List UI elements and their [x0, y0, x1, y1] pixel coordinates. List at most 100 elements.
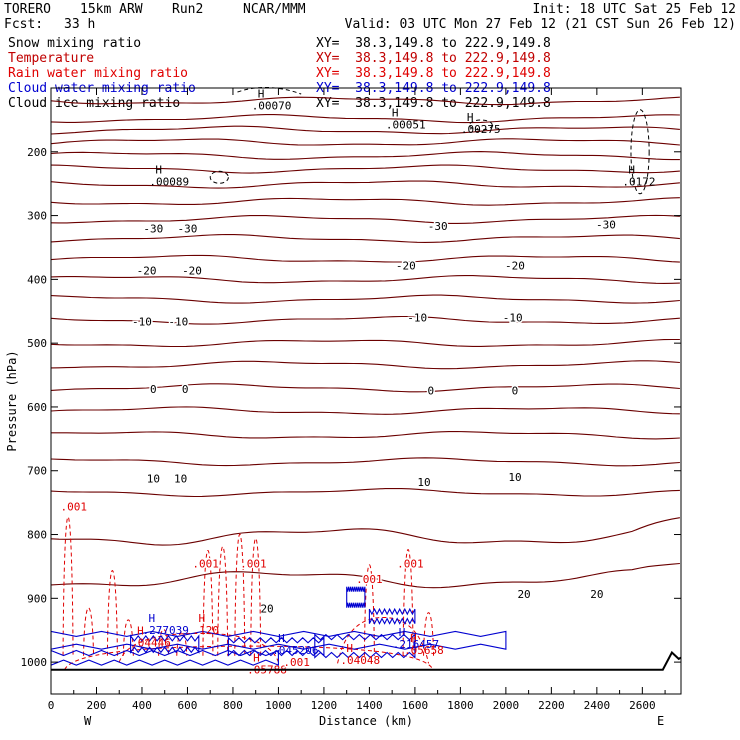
- cloud-water-high-value: .045206: [272, 644, 318, 657]
- model-name: TORERO: [4, 2, 51, 17]
- isotherm-line: [51, 233, 680, 243]
- rain-high-marker: H: [137, 625, 144, 638]
- rain-contour: [402, 549, 414, 656]
- forecast-label: Fcst:: [4, 17, 44, 32]
- isotherm-label: 0: [182, 383, 189, 396]
- rain-high-value: .05658: [404, 644, 444, 657]
- legend-snow: Snow mixing ratio: [8, 36, 142, 51]
- model-resolution: 15km ARW: [80, 2, 143, 17]
- isotherm-label: 20: [260, 603, 273, 616]
- legend-rain: Rain water mixing ratio: [8, 66, 189, 81]
- y-axis-title: Pressure (hPa): [5, 350, 19, 451]
- rain-contour: [83, 607, 95, 656]
- isotherm-label: 0: [150, 383, 157, 396]
- ice-high-marker: H: [392, 107, 399, 120]
- cloud-water-contour: [51, 630, 507, 650]
- x-tick-label: 200: [87, 699, 107, 712]
- legend-temperature-xy: XY= 38.3,149.8 to 222.9,149.8: [316, 51, 551, 66]
- rain-label: .001: [192, 558, 219, 571]
- valid-time: Valid: 03 UTC Mon 27 Feb 12 (21 CST Sun …: [344, 17, 736, 32]
- rain-contour: [234, 534, 246, 656]
- cloud-water-high-marker: H: [278, 632, 285, 645]
- cloud-water-high-marker: H: [149, 612, 156, 625]
- isotherm-label: -10: [132, 315, 152, 328]
- isotherm-label: -30: [178, 222, 198, 235]
- y-tick-label: 600: [27, 401, 47, 414]
- ice-high-marker: H: [155, 163, 162, 176]
- y-tick-label: 500: [27, 337, 47, 350]
- rain-high-value: .120: [193, 624, 220, 637]
- x-tick-label: 1600: [402, 699, 429, 712]
- rain-high-marker: H: [410, 632, 417, 645]
- west-label: W: [84, 714, 92, 728]
- y-tick-label: 800: [27, 529, 47, 542]
- rain-label: .001: [240, 558, 267, 571]
- isotherm-line: [51, 360, 680, 370]
- y-tick-label: 300: [27, 210, 47, 223]
- rain-label: .001: [60, 500, 87, 513]
- rain-contour: [158, 629, 170, 656]
- x-tick-label: 1000: [265, 699, 292, 712]
- ice-high-value: .00275: [461, 123, 501, 136]
- x-tick-label: 2200: [538, 699, 565, 712]
- isotherm-label: 20: [590, 588, 603, 601]
- isotherm-label: 10: [508, 471, 521, 484]
- model-center: NCAR/MMM: [243, 2, 306, 17]
- isotherm-line: [51, 125, 680, 135]
- y-tick-label: 400: [27, 273, 47, 286]
- cloud-water-contour: [314, 633, 416, 659]
- x-axis-title: Distance (km): [319, 714, 413, 728]
- isotherm-label: 0: [428, 384, 435, 397]
- isotherm-line: [51, 151, 680, 161]
- isotherm-line: [51, 487, 680, 498]
- rain-contour: [62, 516, 74, 656]
- x-tick-label: 1800: [447, 699, 474, 712]
- ice-high-marker: H: [467, 111, 474, 124]
- ice-high-value: .00070: [252, 99, 292, 112]
- model-run: Run2: [172, 2, 204, 17]
- isotherm-label: 10: [174, 472, 187, 485]
- rain-contour: [122, 619, 134, 656]
- rain-contour: [176, 631, 188, 656]
- isotherm-line: [51, 383, 680, 393]
- rain-high-marker: H: [199, 612, 206, 625]
- x-tick-label: 400: [132, 699, 152, 712]
- isotherm-line: [51, 406, 680, 415]
- isotherm-line: [51, 430, 680, 440]
- plot-frame: [50, 87, 682, 695]
- ice-contour: [468, 119, 493, 131]
- y-tick-label: 200: [27, 146, 47, 159]
- rain-contour: [202, 550, 214, 656]
- isotherm-line: [51, 562, 680, 589]
- isotherm-line: [51, 138, 680, 146]
- isotherm-label: -10: [503, 312, 523, 325]
- isotherm-label: -20: [182, 264, 202, 277]
- east-label: E: [657, 714, 664, 728]
- isotherm-line: [51, 275, 680, 284]
- y-tick-label: 700: [27, 465, 47, 478]
- isotherm-label: -20: [396, 259, 416, 272]
- rain-contour: [217, 546, 229, 656]
- legend-snow-xy: XY= 38.3,149.8 to 222.9,149.8: [316, 36, 551, 51]
- x-tick-label: 2600: [629, 699, 656, 712]
- cloud-water-high-value: .216457: [393, 638, 439, 651]
- rain-contour: [337, 616, 430, 664]
- x-tick-label: 600: [178, 699, 198, 712]
- ice-high-value: .00089: [149, 175, 189, 188]
- ice-contour: [630, 109, 650, 195]
- terrain-surface: [51, 650, 682, 671]
- rain-high-marker: H: [253, 651, 260, 664]
- rain-contour: [106, 570, 118, 656]
- x-tick-label: 2000: [493, 699, 520, 712]
- isotherm-line: [51, 254, 680, 263]
- isotherm-label: 10: [417, 476, 430, 489]
- rain-contour: [423, 612, 435, 656]
- isotherm-label: -10: [168, 315, 188, 328]
- ice-high-value: .00051: [386, 119, 426, 132]
- isotherm-label: -30: [428, 220, 448, 233]
- rain-contour: [64, 645, 434, 670]
- isotherm-line: [51, 315, 680, 325]
- x-tick-label: 2400: [584, 699, 611, 712]
- cloud-water-high-marker: H: [399, 626, 406, 639]
